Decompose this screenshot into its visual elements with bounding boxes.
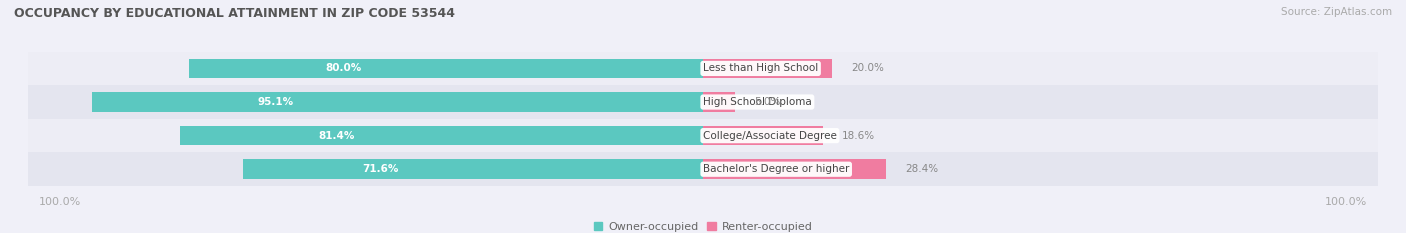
Text: 18.6%: 18.6%	[842, 131, 875, 141]
Bar	[243, 159, 703, 179]
Bar	[703, 126, 823, 145]
Bar	[28, 85, 1378, 119]
Text: 5.0%: 5.0%	[755, 97, 780, 107]
Bar	[188, 59, 703, 78]
Text: College/Associate Degree: College/Associate Degree	[703, 131, 837, 141]
Text: OCCUPANCY BY EDUCATIONAL ATTAINMENT IN ZIP CODE 53544: OCCUPANCY BY EDUCATIONAL ATTAINMENT IN Z…	[14, 7, 456, 20]
Text: High School Diploma: High School Diploma	[703, 97, 811, 107]
Text: 80.0%: 80.0%	[325, 63, 361, 73]
Bar	[703, 159, 886, 179]
Text: Bachelor's Degree or higher: Bachelor's Degree or higher	[703, 164, 849, 174]
Text: 81.4%: 81.4%	[319, 131, 354, 141]
Bar	[28, 52, 1378, 85]
Text: Source: ZipAtlas.com: Source: ZipAtlas.com	[1281, 7, 1392, 17]
Bar	[91, 92, 703, 112]
Bar	[28, 119, 1378, 152]
Bar	[703, 59, 831, 78]
Text: 95.1%: 95.1%	[257, 97, 294, 107]
Bar	[28, 152, 1378, 186]
Text: 71.6%: 71.6%	[363, 164, 399, 174]
Text: 20.0%: 20.0%	[851, 63, 884, 73]
Bar	[703, 92, 735, 112]
Bar	[180, 126, 703, 145]
Text: 28.4%: 28.4%	[905, 164, 938, 174]
Legend: Owner-occupied, Renter-occupied: Owner-occupied, Renter-occupied	[589, 217, 817, 233]
Text: Less than High School: Less than High School	[703, 63, 818, 73]
